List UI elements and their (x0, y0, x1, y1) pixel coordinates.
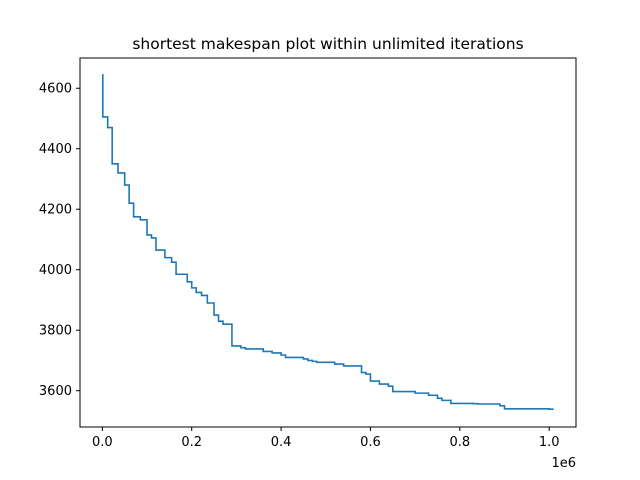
y-tick-label: 4200 (39, 203, 72, 218)
chart-title: shortest makespan plot within unlimited … (132, 35, 523, 53)
y-tick-label: 3600 (39, 384, 72, 399)
x-tick-label: 0.4 (271, 435, 292, 450)
x-tick-label: 1.0 (539, 435, 560, 450)
x-tick-label: 0.8 (449, 435, 470, 450)
x-tick-label: 0.6 (360, 435, 381, 450)
x-axis: 0.0 0.2 0.4 0.6 0.8 1.0 (92, 427, 560, 450)
y-tick-label: 3800 (39, 324, 72, 339)
y-tick-label: 4600 (39, 82, 72, 97)
x-tick-label: 0.0 (92, 435, 113, 450)
y-tick-label: 4000 (39, 263, 72, 278)
series-line (101, 73, 554, 410)
y-tick-label: 4400 (39, 142, 72, 157)
x-tick-label: 0.2 (181, 435, 202, 450)
x-axis-offset-label: 1e6 (551, 456, 576, 471)
plot-series-layer (101, 73, 554, 410)
y-axis: 3600 3800 4000 4200 4400 4600 (39, 82, 80, 399)
plot-area-frame (79, 57, 577, 428)
